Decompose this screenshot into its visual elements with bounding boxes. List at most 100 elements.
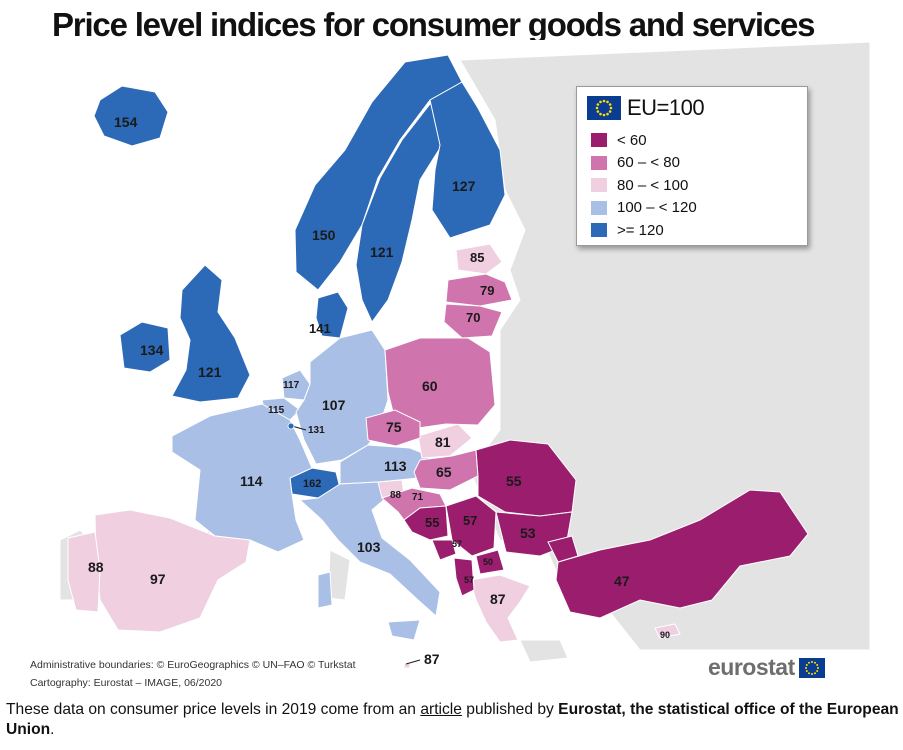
legend-header: EU=100	[587, 95, 705, 121]
value-north-macedonia: 50	[483, 557, 493, 567]
czechia-shape	[365, 409, 421, 447]
legend-label: >= 120	[617, 221, 664, 239]
malta-leader-line	[405, 659, 421, 665]
value-austria: 113	[384, 458, 407, 474]
legend-item-80-100: 80 – < 100	[591, 174, 697, 197]
map-credits: Administrative boundaries: © EuroGeograp…	[30, 656, 356, 692]
value-slovenia: 88	[390, 490, 402, 501]
class-ge120	[93, 54, 506, 499]
ireland-shape	[119, 321, 171, 373]
value-france: 114	[240, 473, 263, 489]
value-serbia: 57	[463, 513, 477, 528]
cyprus-shape	[654, 623, 681, 639]
greece-shape	[469, 574, 531, 643]
value-ireland: 134	[140, 342, 164, 358]
value-latvia: 79	[480, 283, 494, 298]
value-bosnia: 55	[425, 515, 439, 530]
value-slovakia: 81	[435, 434, 451, 450]
class-80-100	[67, 243, 681, 669]
albania-shape	[453, 557, 475, 597]
sweden-shape	[355, 103, 449, 323]
value-switzerland: 162	[303, 478, 321, 490]
value-albania: 57	[464, 575, 474, 585]
caption-part2: published by	[461, 701, 559, 718]
value-belgium: 115	[268, 405, 285, 416]
caption-end: .	[50, 721, 55, 738]
caption-source: Eurostat, the statistical office of the …	[6, 701, 899, 738]
value-iceland: 154	[114, 114, 138, 130]
legend-item-100-120: 100 – < 120	[591, 197, 697, 220]
value-bulgaria: 53	[520, 525, 536, 541]
legend-items: < 60 60 – < 80 80 – < 100 100 – < 120 >=…	[591, 129, 697, 242]
value-luxembourg: 131	[308, 425, 325, 436]
value-netherlands: 117	[283, 380, 300, 391]
value-denmark: 141	[309, 321, 331, 336]
lithuania-shape	[443, 303, 503, 339]
class-100-120	[171, 329, 441, 641]
value-norway: 150	[312, 227, 336, 243]
finland-shape	[429, 81, 506, 239]
italy-shape	[298, 481, 441, 617]
iceland-shape	[93, 85, 169, 147]
latvia-shape	[445, 273, 513, 307]
value-croatia: 71	[412, 492, 424, 503]
value-romania: 55	[506, 473, 522, 489]
portugal-shape	[67, 531, 101, 613]
legend-label: < 60	[617, 131, 647, 149]
uk-shape	[171, 264, 251, 403]
sardinia-shape	[317, 571, 333, 609]
value-cyprus: 90	[660, 630, 670, 640]
legend-swatch	[591, 178, 607, 193]
value-portugal: 88	[88, 559, 104, 575]
value-poland: 60	[422, 378, 438, 394]
value-turkey: 47	[614, 573, 630, 589]
spain-shape	[94, 509, 251, 633]
legend-swatch	[591, 200, 607, 215]
sicily-shape	[387, 619, 421, 641]
country-values: 154 150 121 127 141 134 121 85 79 70 117…	[88, 114, 670, 667]
legend-label: 80 – < 100	[617, 176, 689, 194]
class-lt60	[403, 439, 809, 619]
legend-item-ge120: >= 120	[591, 219, 697, 242]
value-montenegro: 57	[452, 539, 462, 549]
legend-swatch	[591, 155, 607, 170]
east-thrace-shape	[547, 535, 579, 563]
slovakia-shape	[417, 423, 473, 459]
legend-swatch	[591, 223, 607, 238]
map-legend: EU=100 < 60 60 – < 80 80 – < 100 100 – <…	[576, 86, 808, 246]
hungary-shape	[413, 449, 479, 491]
france-shape	[171, 403, 313, 553]
legend-item-60-80: 60 – < 80	[591, 152, 697, 175]
montenegro-shape	[431, 539, 457, 561]
north-macedonia-shape	[475, 549, 505, 575]
value-greece: 87	[490, 591, 506, 607]
value-hungary: 65	[436, 464, 452, 480]
value-czechia: 75	[386, 419, 402, 435]
value-italy: 103	[357, 539, 381, 555]
map-title: Price level indices for consumer goods a…	[52, 6, 816, 43]
turkey-shape	[555, 489, 809, 619]
value-spain: 97	[150, 571, 166, 587]
caption-part1: These data on consumer price levels in 2…	[6, 701, 421, 718]
eurostat-wordmark: eurostat	[708, 654, 795, 680]
value-estonia: 85	[470, 250, 484, 265]
credits-boundaries: Administrative boundaries: © EuroGeograp…	[30, 659, 356, 671]
legend-item-lt60: < 60	[591, 129, 697, 152]
article-link[interactable]: article	[420, 701, 462, 718]
value-lithuania: 70	[466, 310, 480, 325]
bosnia-shape	[403, 505, 449, 541]
estonia-shape	[455, 243, 503, 275]
legend-swatch	[591, 133, 607, 148]
luxembourg-marker	[287, 422, 295, 430]
value-germany: 107	[322, 397, 346, 413]
caption-text: These data on consumer price levels in 2…	[6, 700, 901, 740]
legend-label: 100 – < 120	[617, 199, 697, 217]
value-uk: 121	[198, 364, 222, 380]
legend-title: EU=100	[627, 95, 705, 120]
eu-flag-icon	[798, 657, 825, 678]
class-60-80	[365, 273, 513, 521]
eurostat-logo: eurostat	[708, 654, 825, 681]
value-malta: 87	[424, 651, 440, 667]
value-sweden: 121	[370, 244, 394, 260]
value-finland: 127	[452, 178, 476, 194]
